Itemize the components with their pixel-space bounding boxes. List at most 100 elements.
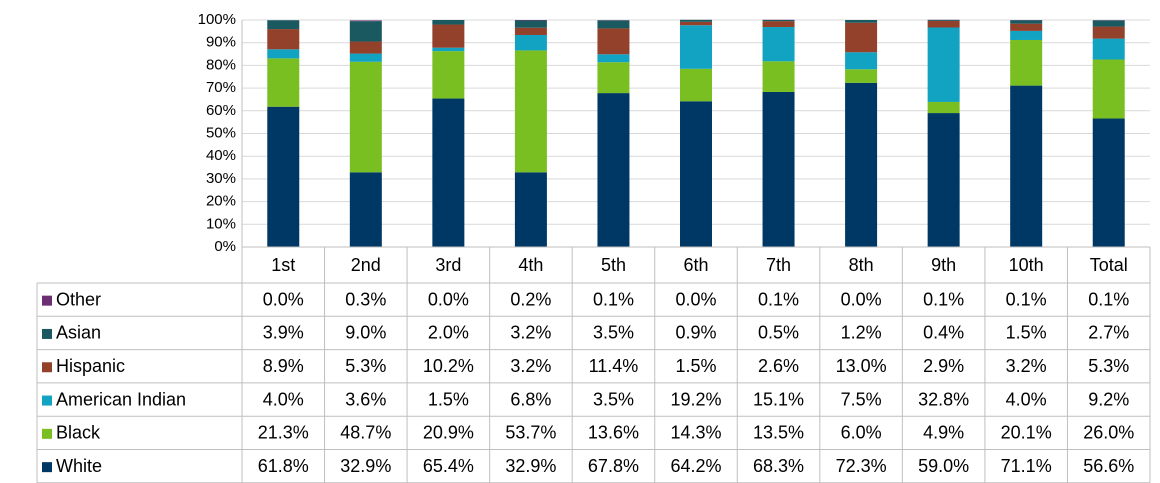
bar-segment xyxy=(680,68,712,102)
bar-segment xyxy=(349,172,382,247)
table-cell: 15.1% xyxy=(753,389,804,409)
table-cell: 13.5% xyxy=(753,423,804,443)
table-cell: 9.2% xyxy=(1088,389,1129,409)
table-cell: 0.1% xyxy=(1088,289,1129,309)
table-cell: 0.4% xyxy=(923,323,964,343)
bar-segment xyxy=(432,20,465,25)
y-tick-label: 70% xyxy=(206,79,236,96)
table-cell: 11.4% xyxy=(589,356,639,376)
table-cell: 1.5% xyxy=(428,389,469,409)
bar-segment xyxy=(680,25,712,69)
table-cell: 1.2% xyxy=(841,323,882,343)
x-tick-label: 9th xyxy=(931,255,956,275)
table-cell: 20.9% xyxy=(423,423,474,443)
table-cell: 13.0% xyxy=(836,356,887,376)
bar-segment xyxy=(349,21,382,42)
bar-segment xyxy=(927,27,960,102)
bar-segment xyxy=(1092,20,1125,27)
x-tick-label: 6th xyxy=(683,255,708,275)
table-cell: 1.5% xyxy=(675,356,716,376)
table-cell: 2.9% xyxy=(923,356,964,376)
table-cell: 0.1% xyxy=(923,289,964,309)
table-cell: 32.9% xyxy=(505,456,556,476)
bar-segment xyxy=(762,20,795,22)
legend-label: Other xyxy=(56,289,101,309)
table-cell: 4.0% xyxy=(1006,389,1047,409)
bar-segment xyxy=(1092,38,1125,60)
bar-segment xyxy=(349,53,382,62)
table-cell: 0.3% xyxy=(345,289,386,309)
bar-segment xyxy=(762,21,795,28)
table-cell: 59.0% xyxy=(918,456,969,476)
bar-segment xyxy=(1092,26,1125,39)
y-tick-label: 90% xyxy=(206,34,236,51)
table-cell: 4.9% xyxy=(923,423,964,443)
y-tick-label: 0% xyxy=(214,238,236,255)
table-cell: 7.5% xyxy=(841,389,882,409)
table-cell: 0.1% xyxy=(758,289,799,309)
table-cell: 56.6% xyxy=(1083,456,1134,476)
legend-label: American Indian xyxy=(56,389,186,409)
bar-segment xyxy=(267,20,300,30)
table-cell: 6.8% xyxy=(510,389,551,409)
table-cell: 3.2% xyxy=(1006,356,1047,376)
x-tick-label: Total xyxy=(1090,255,1128,275)
y-tick-label: 50% xyxy=(206,124,236,141)
table-cell: 61.8% xyxy=(258,456,309,476)
table-cell: 32.8% xyxy=(918,389,969,409)
bar-segment xyxy=(927,20,960,21)
x-tick-label: 3rd xyxy=(435,255,461,275)
legend-swatch xyxy=(42,428,52,439)
table-cell: 0.0% xyxy=(675,289,716,309)
table-cell: 71.1% xyxy=(1001,456,1052,476)
bar-segment xyxy=(845,20,878,23)
legend-label: Black xyxy=(56,423,101,443)
bar-segment xyxy=(514,20,547,28)
table-cell: 1.5% xyxy=(1006,323,1047,343)
bar-segment xyxy=(680,19,712,22)
bar-segment xyxy=(267,29,300,50)
table-cell: 0.1% xyxy=(1006,289,1047,309)
legend-label: White xyxy=(56,456,102,476)
table-cell: 0.0% xyxy=(428,289,469,309)
table-cell: 0.1% xyxy=(593,289,634,309)
bar-segment xyxy=(845,52,878,70)
legend-label: Asian xyxy=(56,323,101,343)
table-cell: 32.9% xyxy=(340,456,391,476)
table-cell: 3.6% xyxy=(345,389,386,409)
bar-segment xyxy=(267,58,300,107)
table-cell: 0.0% xyxy=(841,289,882,309)
bar-segment xyxy=(845,82,878,247)
table-cell: 68.3% xyxy=(753,456,804,476)
table-cell: 0.9% xyxy=(675,323,716,343)
x-tick-label: 2nd xyxy=(351,255,381,275)
bar-segment xyxy=(432,98,465,248)
bar-segment xyxy=(1092,118,1125,247)
table-cell: 0.0% xyxy=(263,289,304,309)
bar-segment xyxy=(432,24,465,48)
table-cell: 3.5% xyxy=(593,323,634,343)
bar-segment xyxy=(927,101,960,114)
table-cell: 2.7% xyxy=(1088,323,1129,343)
table-cell: 9.0% xyxy=(345,323,386,343)
y-tick-label: 30% xyxy=(206,170,236,187)
table-cell: 5.3% xyxy=(345,356,386,376)
legend-swatch xyxy=(42,295,52,306)
y-tick-label: 60% xyxy=(206,102,236,119)
table-cell: 0.5% xyxy=(758,323,799,343)
table-cell: 3.5% xyxy=(593,389,634,409)
bar-segment xyxy=(1010,23,1043,31)
x-tick-label: 8th xyxy=(849,255,874,275)
bar-segment xyxy=(432,47,465,52)
bar-segment xyxy=(349,41,382,54)
bar-segment xyxy=(1010,30,1043,40)
y-tick-label: 80% xyxy=(206,56,236,73)
table-cell: 53.7% xyxy=(505,423,556,443)
table-cell: 19.2% xyxy=(670,389,721,409)
table-cell: 20.1% xyxy=(1001,423,1052,443)
y-tick-label: 20% xyxy=(206,193,236,210)
legend-swatch xyxy=(42,462,52,473)
table-cell: 64.2% xyxy=(670,456,721,476)
bar-segment xyxy=(514,50,547,173)
bar-segment xyxy=(680,101,712,248)
